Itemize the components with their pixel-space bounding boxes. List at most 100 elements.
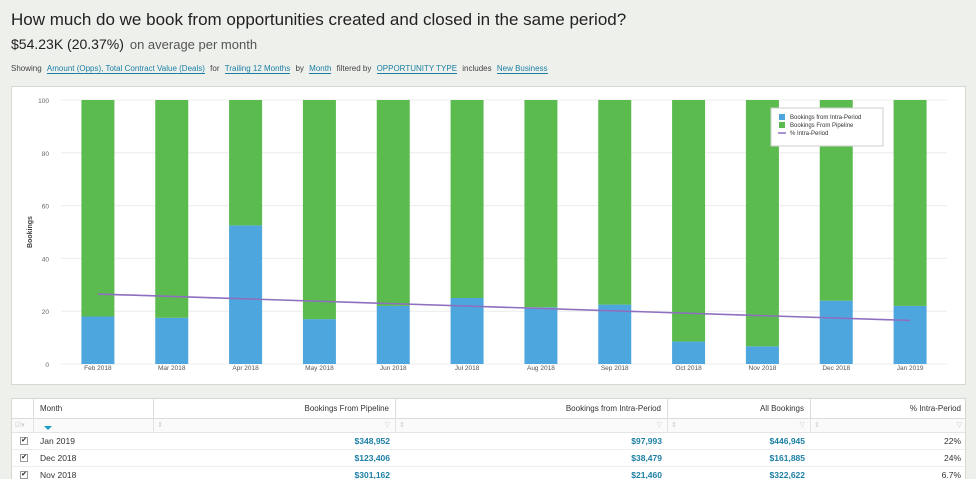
cell-intra[interactable]: $38,479 xyxy=(631,453,662,463)
x-tick-label: Oct 2018 xyxy=(675,365,702,372)
cell-all[interactable]: $322,622 xyxy=(769,470,805,479)
page-title: How much do we book from opportunities c… xyxy=(11,10,627,29)
bookings-chart: 0 20 40 60 80 100 Bookings Feb 2018 Mar 2018 Apr … xyxy=(27,98,947,372)
y-tick-label: 80 xyxy=(42,151,50,158)
sort-icon: ⇕ xyxy=(814,422,820,429)
col-header-pct[interactable]: % Intra-Period xyxy=(909,404,961,413)
filter-cell-all[interactable]: ⇕ ▽ xyxy=(668,419,811,433)
cell-pct: 24% xyxy=(943,453,961,463)
bar-from-pipeline xyxy=(450,100,484,298)
bar-from-pipeline xyxy=(155,100,189,318)
filter-icon: ▽ xyxy=(656,422,662,429)
sort-icon: ⇕ xyxy=(157,422,163,429)
sort-desc-icon[interactable] xyxy=(44,426,52,430)
grid-filter-row: ☑▾ ⇕ ▽ ⇕ ▽ ⇕ ▽ ⇕ ▽ xyxy=(12,419,965,433)
summary-value: $54.23K (20.37%) xyxy=(11,36,124,52)
filtered-by-label: filtered by xyxy=(336,64,372,73)
bar-intra-period xyxy=(450,298,484,364)
row-checkbox[interactable]: ✔ xyxy=(20,454,28,462)
bar-intra-period xyxy=(524,307,558,364)
filter-cell-select[interactable]: ☑▾ xyxy=(12,419,34,433)
cell-month: Dec 2018 xyxy=(40,453,77,463)
query-description: Showing Amount (Opps), Total Contract Va… xyxy=(11,64,551,74)
chart-panel: 0 20 40 60 80 100 Bookings Feb 2018 Mar 2018 Apr … xyxy=(11,86,966,385)
trend-line-intra-period xyxy=(97,293,911,322)
bar-from-pipeline xyxy=(893,100,927,306)
x-tick-label: May 2018 xyxy=(305,365,334,372)
bar-intra-period xyxy=(893,305,927,364)
legend-label: % Intra-Period xyxy=(790,131,828,137)
table-row[interactable]: ✔ Jan 2019 $348,952 $97,993 $446,945 22% xyxy=(12,433,965,450)
table-row[interactable]: ✔ Dec 2018 $123,406 $38,479 $161,885 24% xyxy=(12,450,965,467)
bar-intra-period xyxy=(229,225,263,364)
bar-from-pipeline xyxy=(376,100,410,306)
bar-from-pipeline xyxy=(598,100,632,305)
x-tick-label: Jan 2019 xyxy=(897,365,924,372)
bar-intra-period xyxy=(81,316,115,364)
filter-cell-month[interactable] xyxy=(34,419,154,433)
includes-label: includes xyxy=(462,64,492,73)
filter-cell-intra[interactable]: ⇕ ▽ xyxy=(396,419,668,433)
select-all-header[interactable] xyxy=(12,399,34,419)
x-tick-label: Apr 2018 xyxy=(232,365,259,372)
sort-icon: ⇕ xyxy=(399,422,405,429)
cell-all[interactable]: $161,885 xyxy=(769,453,805,463)
bar-intra-period xyxy=(155,317,189,364)
legend-swatch xyxy=(779,114,785,120)
bar-intra-period xyxy=(598,304,632,364)
cell-pipeline[interactable]: $123,406 xyxy=(354,453,390,463)
y-tick-label: 0 xyxy=(45,362,49,369)
legend-box xyxy=(770,107,884,147)
filter-icon: ▽ xyxy=(956,422,962,429)
col-header-month[interactable]: Month xyxy=(34,399,154,419)
date-range-link[interactable]: Trailing 12 Months xyxy=(224,64,291,74)
y-tick-label: 100 xyxy=(38,98,49,105)
summary-text: on average per month xyxy=(129,37,258,52)
for-label: for xyxy=(210,64,220,73)
table-row[interactable]: ✔ Nov 2018 $301,162 $21,460 $322,622 6.7… xyxy=(12,467,965,479)
col-header-pipeline[interactable]: Bookings From Pipeline xyxy=(154,399,396,419)
legend-label: Bookings From Pipeline xyxy=(790,123,854,129)
cell-pipeline[interactable]: $301,162 xyxy=(354,470,390,479)
checkbox-icon: ☑▾ xyxy=(15,422,25,429)
bar-from-pipeline xyxy=(229,100,263,226)
col-header-all[interactable]: All Bookings xyxy=(668,399,811,419)
y-axis-label: Bookings xyxy=(27,216,34,248)
cell-all[interactable]: $446,945 xyxy=(769,436,805,446)
filter-icon: ▽ xyxy=(799,422,805,429)
cell-pct: 22% xyxy=(943,436,961,446)
cell-intra[interactable]: $21,460 xyxy=(631,470,662,479)
cell-month: Jan 2019 xyxy=(40,436,75,446)
x-tick-label: Aug 2018 xyxy=(527,365,555,372)
col-header-intra[interactable]: Bookings from Intra-Period xyxy=(396,399,668,419)
filter-cell-pct[interactable]: ⇕ ▽ xyxy=(811,419,967,433)
bar-intra-period xyxy=(376,305,410,364)
metrics-link[interactable]: Amount (Opps), Total Contract Value (Dea… xyxy=(46,64,205,74)
grid-header: Month Bookings From Pipeline Bookings fr… xyxy=(12,399,965,419)
x-tick-label: Dec 2018 xyxy=(822,365,850,372)
x-tick-label: Mar 2018 xyxy=(158,365,186,372)
legend-swatch xyxy=(779,122,785,128)
by-label: by xyxy=(295,64,304,73)
data-grid: Month Bookings From Pipeline Bookings fr… xyxy=(11,398,966,479)
cell-pipeline[interactable]: $348,952 xyxy=(354,436,390,446)
x-tick-label: Feb 2018 xyxy=(84,365,112,372)
x-tick-label: Jun 2018 xyxy=(380,365,407,372)
filter-value-link[interactable]: New Business xyxy=(496,64,548,74)
sort-icon: ⇕ xyxy=(671,422,677,429)
filter-cell-pipeline[interactable]: ⇕ ▽ xyxy=(154,419,396,433)
cell-pct: 6.7% xyxy=(941,470,961,479)
showing-label: Showing xyxy=(11,64,42,73)
bar-from-pipeline xyxy=(81,100,115,317)
row-checkbox[interactable]: ✔ xyxy=(20,471,28,479)
filter-field-link[interactable]: OPPORTUNITY TYPE xyxy=(376,64,458,74)
bar-from-pipeline xyxy=(672,100,706,342)
row-checkbox[interactable]: ✔ xyxy=(20,437,28,445)
y-tick-label: 60 xyxy=(42,204,50,211)
bar-intra-period xyxy=(672,341,706,364)
legend-label: Bookings from Intra-Period xyxy=(790,115,861,121)
y-tick-label: 20 xyxy=(42,309,50,316)
bar-intra-period xyxy=(819,300,853,364)
group-by-link[interactable]: Month xyxy=(309,64,332,74)
cell-intra[interactable]: $97,993 xyxy=(631,436,662,446)
